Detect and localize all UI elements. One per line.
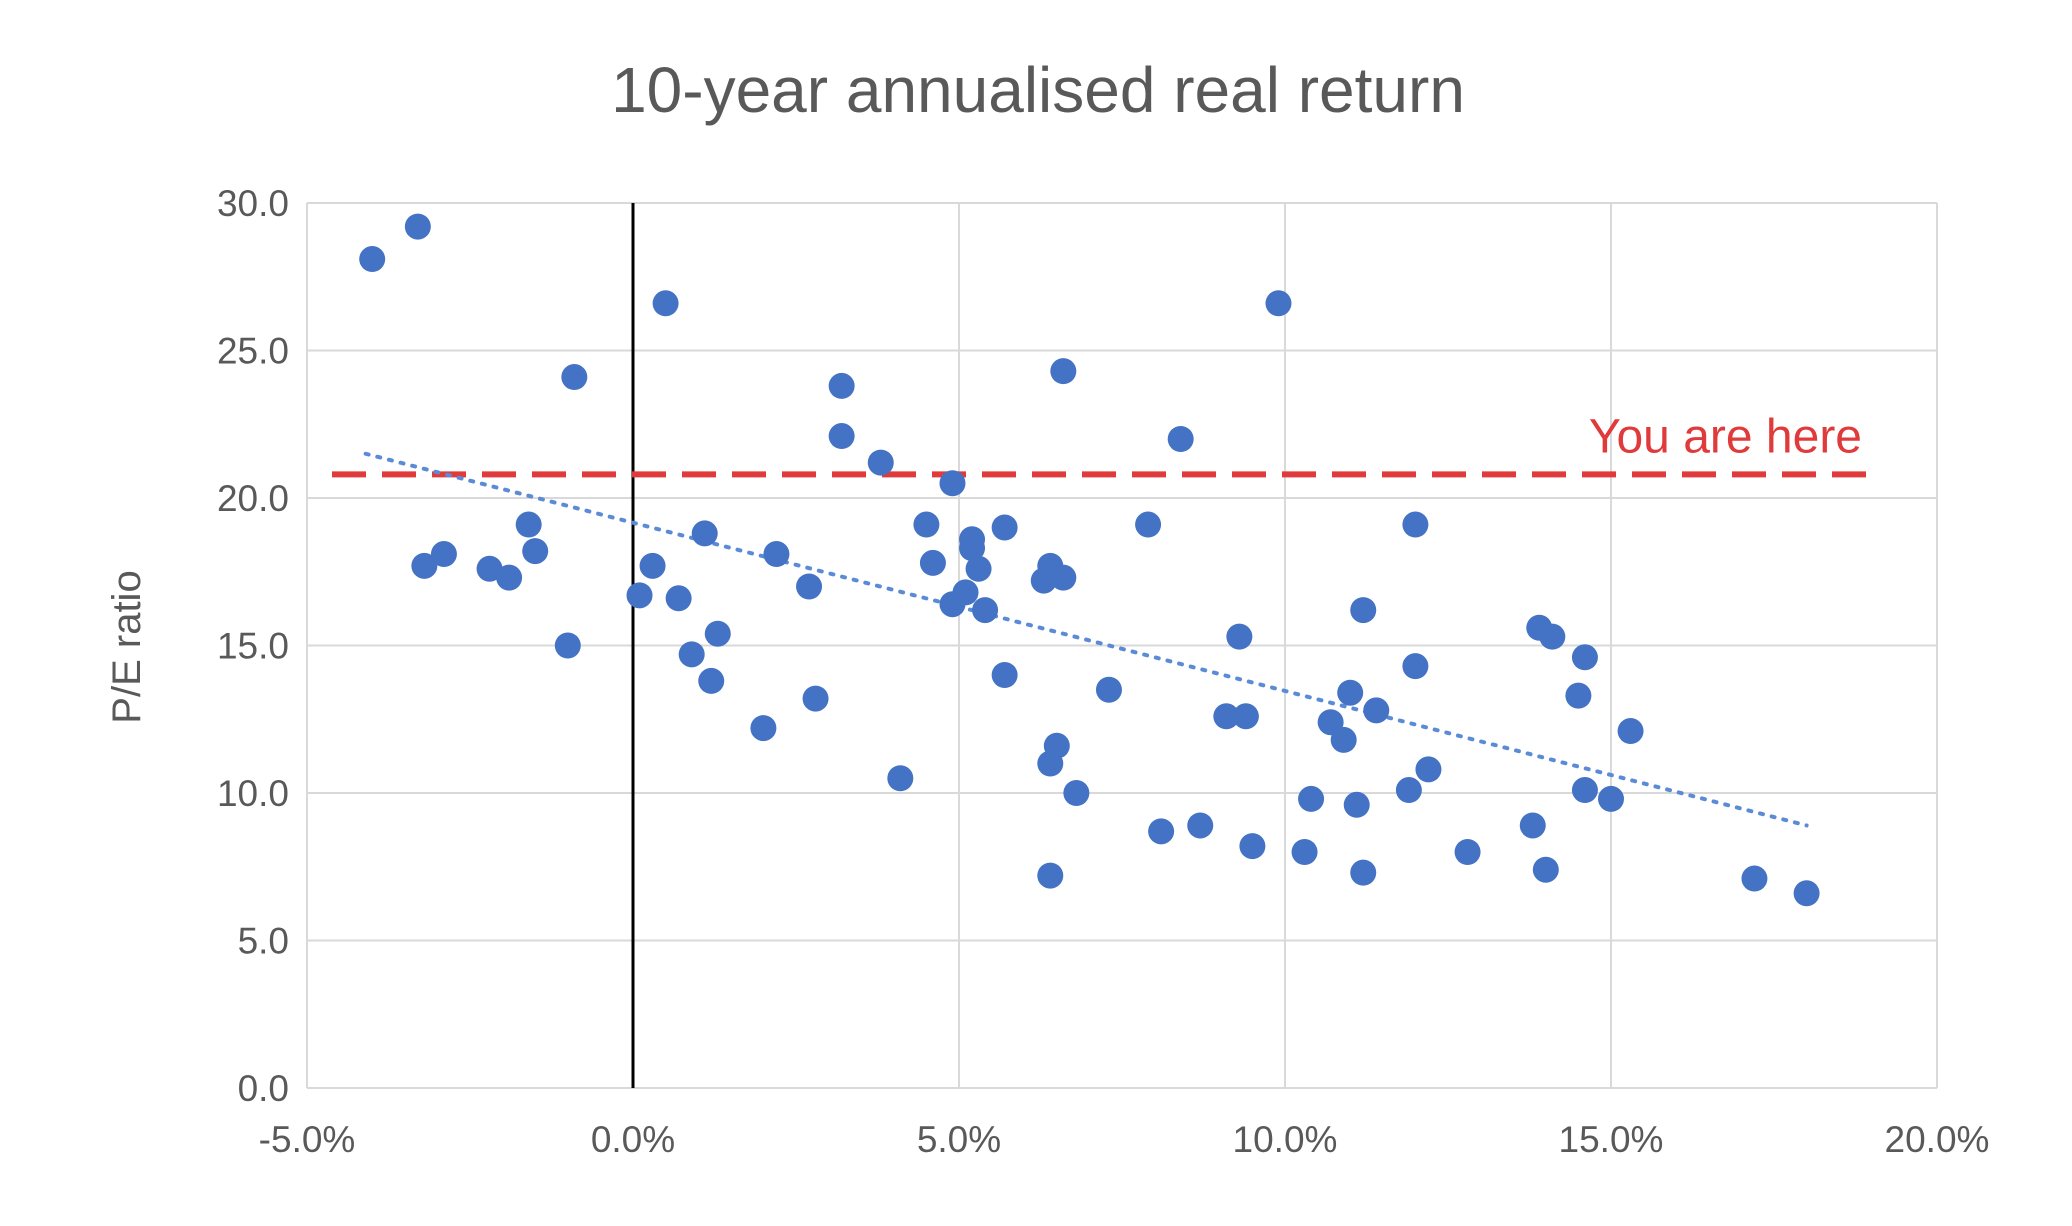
data-point xyxy=(1226,623,1253,650)
data-point xyxy=(750,715,777,742)
data-point xyxy=(554,632,581,659)
data-point xyxy=(1095,676,1122,703)
data-point xyxy=(1167,426,1194,452)
trendline xyxy=(363,451,1809,828)
data-point xyxy=(1330,726,1357,753)
data-point xyxy=(991,514,1018,541)
data-point xyxy=(965,555,992,582)
data-point xyxy=(430,541,457,568)
data-point xyxy=(1291,839,1318,865)
data-point xyxy=(1050,564,1077,591)
data-point xyxy=(1298,785,1325,812)
data-point xyxy=(939,470,966,497)
data-point xyxy=(1571,644,1598,671)
x-tick-label: 20.0% xyxy=(1885,1119,1990,1160)
data-point xyxy=(913,511,940,538)
data-point xyxy=(991,662,1018,688)
data-point xyxy=(665,585,692,612)
data-point xyxy=(1415,756,1442,783)
data-point xyxy=(1037,862,1064,889)
data-point xyxy=(359,246,386,273)
data-point xyxy=(515,511,542,538)
data-point xyxy=(919,549,946,576)
data-point xyxy=(1239,833,1266,860)
data-point xyxy=(763,541,790,568)
data-point xyxy=(828,423,855,450)
data-point xyxy=(496,564,523,591)
data-point xyxy=(1187,812,1214,839)
data-point xyxy=(1565,682,1592,709)
gridlines xyxy=(306,202,1938,1089)
data-point xyxy=(1213,703,1240,730)
data-point xyxy=(1741,865,1768,892)
data-point xyxy=(1050,358,1077,385)
data-point xyxy=(1402,653,1429,680)
data-point xyxy=(1519,812,1546,839)
data-point xyxy=(704,620,731,647)
data-point xyxy=(1043,732,1070,759)
x-tick-label: -5.0% xyxy=(259,1119,356,1160)
axes: 0.0 5.0 10.0 15.0 20.0 25.0 30.0 -5.0% 0.0% 5.0% 1… xyxy=(217,183,1989,1160)
data-point xyxy=(691,520,718,547)
data-points xyxy=(359,213,1820,907)
you-are-here-label: You are here xyxy=(1589,410,1862,463)
data-point xyxy=(959,535,986,562)
x-tick-label: 10.0% xyxy=(1233,1119,1338,1160)
data-point xyxy=(652,290,679,317)
x-tick-label: 0.0% xyxy=(591,1119,675,1160)
data-point xyxy=(952,579,979,606)
data-point xyxy=(411,552,438,579)
data-point xyxy=(1148,818,1175,845)
data-point xyxy=(1265,290,1292,317)
data-point xyxy=(1454,839,1481,865)
data-point xyxy=(1350,859,1377,886)
data-point xyxy=(802,685,829,712)
data-point xyxy=(1363,697,1390,724)
data-point xyxy=(1539,623,1566,650)
data-point xyxy=(476,555,503,582)
y-tick-label: 0.0 xyxy=(238,1068,289,1109)
y-tick-label: 25.0 xyxy=(217,331,289,372)
data-point xyxy=(1617,718,1644,745)
x-tick-label: 5.0% xyxy=(917,1119,1001,1160)
data-point xyxy=(626,582,653,609)
data-point xyxy=(639,552,666,579)
data-point xyxy=(678,641,705,668)
data-point xyxy=(522,538,549,565)
data-point xyxy=(1343,791,1370,818)
data-point xyxy=(1063,780,1090,806)
y-tick-label: 5.0 xyxy=(238,921,289,962)
data-point xyxy=(404,213,431,240)
y-tick-label: 20.0 xyxy=(217,478,289,519)
data-point xyxy=(1532,856,1559,883)
y-tick-label: 15.0 xyxy=(217,626,289,667)
chart-title: 10-year annualised real return xyxy=(611,54,1465,126)
data-point xyxy=(1232,703,1259,730)
reference-line-group: You are here xyxy=(332,410,1872,478)
data-point xyxy=(1571,777,1598,804)
data-point xyxy=(561,364,588,391)
data-point xyxy=(1337,679,1364,706)
x-tick-label: 15.0% xyxy=(1559,1119,1664,1160)
data-point xyxy=(796,573,823,600)
data-point xyxy=(1402,511,1429,538)
data-point xyxy=(698,667,725,694)
data-point xyxy=(887,765,914,792)
data-point xyxy=(867,449,894,476)
data-point xyxy=(828,372,855,399)
data-point xyxy=(1793,880,1820,907)
data-point xyxy=(1135,511,1162,538)
data-point xyxy=(1395,777,1422,804)
y-axis-title: P/E ratio xyxy=(105,570,149,723)
y-tick-label: 30.0 xyxy=(217,183,289,224)
data-point xyxy=(1350,597,1377,624)
data-point xyxy=(1598,785,1624,812)
y-tick-label: 10.0 xyxy=(217,773,289,814)
data-point xyxy=(972,597,999,624)
